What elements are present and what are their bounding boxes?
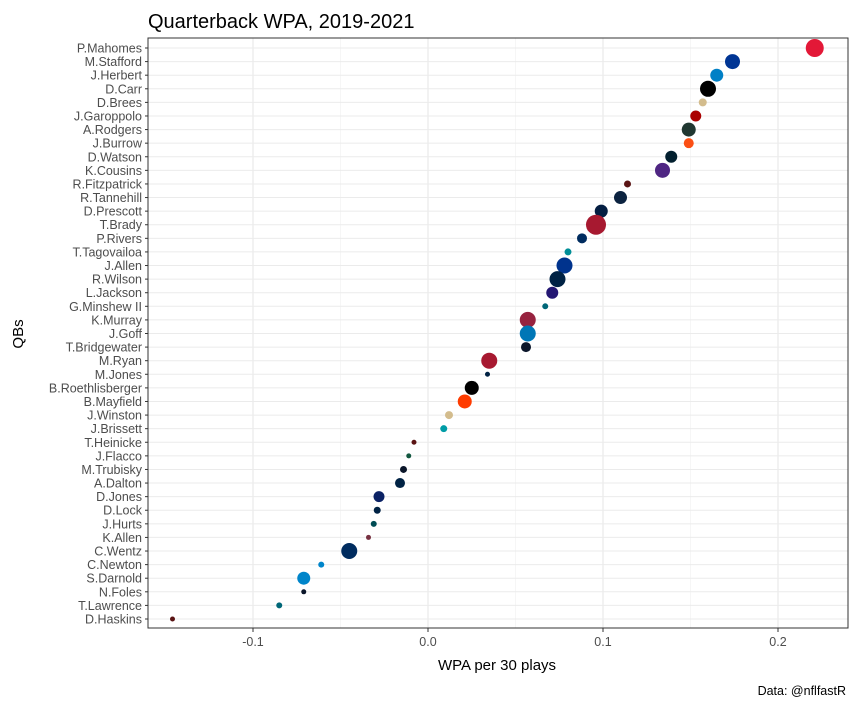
data-point	[681, 122, 696, 137]
y-tick-label: P.Mahomes	[77, 42, 142, 56]
y-tick-label: M.Jones	[95, 368, 142, 382]
y-tick-label: J.Brissett	[91, 422, 143, 436]
y-tick-label: J.Burrow	[93, 137, 143, 151]
data-point	[556, 257, 573, 274]
y-tick-label: A.Dalton	[94, 477, 142, 491]
data-point	[519, 325, 536, 342]
x-tick-labels: -0.1 0.0 0.1 0.2	[242, 628, 787, 649]
y-tick-label: D.Prescott	[84, 205, 143, 219]
data-point	[318, 561, 325, 568]
data-point	[577, 233, 587, 244]
y-tick-label: J.Herbert	[91, 69, 143, 83]
data-point	[614, 191, 627, 205]
data-point	[549, 271, 566, 288]
y-tick-label: C.Wentz	[94, 545, 142, 559]
data-point	[400, 465, 407, 473]
y-tick-label: D.Lock	[103, 504, 143, 518]
y-tick-label: D.Jones	[96, 490, 142, 504]
data-point	[725, 54, 740, 70]
y-tick-label: N.Foles	[99, 585, 142, 599]
data-point	[297, 571, 311, 585]
y-tick-label: P.Rivers	[96, 232, 142, 246]
data-point	[440, 425, 448, 433]
y-tick-label: J.Winston	[87, 409, 142, 423]
data-point	[521, 342, 531, 353]
y-tick-label: K.Cousins	[85, 164, 142, 178]
data-point	[519, 311, 536, 328]
data-point	[170, 616, 175, 622]
data-point	[690, 110, 702, 122]
data-point	[276, 602, 283, 609]
data-point	[373, 506, 381, 514]
y-tick-label: T.Brady	[100, 218, 143, 232]
data-point	[546, 286, 559, 299]
y-tick-label: T.Lawrence	[78, 599, 142, 613]
y-tick-label: D.Brees	[97, 96, 142, 110]
data-point	[586, 214, 606, 235]
y-tick-label: J.Hurts	[102, 517, 142, 531]
y-tick-label: M.Ryan	[99, 354, 142, 368]
data-point	[710, 68, 724, 82]
y-tick-label: T.Tagovailoa	[73, 245, 143, 259]
data-point	[683, 138, 694, 149]
data-point	[655, 162, 670, 178]
y-tick-label: D.Haskins	[85, 613, 142, 627]
x-axis-title: WPA per 30 plays	[438, 657, 556, 674]
x-tick-label: -0.1	[242, 635, 264, 649]
x-tick-label: 0.2	[769, 635, 786, 649]
data-point	[370, 520, 377, 527]
data-point	[341, 543, 358, 560]
data-point	[411, 439, 417, 445]
chart-caption: Data: @nflfastR	[758, 684, 846, 698]
y-tick-label: J.Allen	[104, 259, 142, 273]
y-tick-label: T.Bridgewater	[66, 341, 142, 355]
y-tick-label: S.Darnold	[86, 572, 142, 586]
data-point	[366, 534, 371, 540]
y-tick-label: M.Stafford	[85, 55, 142, 69]
y-tick-label: G.Minshew II	[69, 300, 142, 314]
data-point	[700, 80, 716, 97]
chart-title: Quarterback WPA, 2019-2021	[148, 11, 414, 33]
y-tick-labels: P.MahomesM.StaffordJ.HerbertD.CarrD.Bree…	[49, 42, 148, 627]
data-points	[170, 39, 824, 622]
y-tick-label: J.Goff	[109, 327, 143, 341]
data-point	[698, 98, 707, 107]
y-tick-label: K.Murray	[91, 313, 142, 327]
y-tick-label: R.Wilson	[92, 273, 142, 287]
data-point	[445, 411, 453, 420]
y-tick-label: R.Tannehill	[80, 191, 142, 205]
x-tick-label: 0.0	[419, 635, 436, 649]
data-point	[805, 39, 824, 57]
data-point	[485, 371, 490, 377]
data-point	[464, 380, 479, 395]
data-point	[457, 394, 472, 409]
y-tick-label: D.Watson	[88, 150, 142, 164]
data-point	[373, 491, 385, 503]
y-tick-label: M.Trubisky	[81, 463, 142, 477]
data-point	[481, 352, 498, 369]
y-tick-label: T.Heinicke	[84, 436, 142, 450]
y-tick-label: A.Rodgers	[83, 123, 142, 137]
data-point	[395, 478, 405, 489]
y-tick-label: K.Allen	[102, 531, 142, 545]
x-tick-label: 0.1	[594, 635, 611, 649]
y-tick-label: R.Fitzpatrick	[73, 177, 143, 191]
y-axis-title: QBs	[10, 319, 27, 348]
data-point	[624, 180, 631, 188]
data-point	[406, 453, 412, 459]
data-point	[542, 303, 549, 310]
y-tick-label: L.Jackson	[86, 286, 142, 300]
data-point	[564, 248, 572, 256]
y-tick-label: B.Roethlisberger	[49, 381, 142, 395]
y-tick-label: C.Newton	[87, 558, 142, 572]
data-point	[301, 589, 307, 595]
data-point	[594, 204, 608, 218]
y-tick-label: J.Garoppolo	[74, 109, 142, 123]
y-tick-label: D.Carr	[105, 82, 142, 96]
data-point	[665, 150, 678, 163]
y-tick-label: B.Mayfield	[84, 395, 142, 409]
y-tick-label: J.Flacco	[95, 449, 142, 463]
